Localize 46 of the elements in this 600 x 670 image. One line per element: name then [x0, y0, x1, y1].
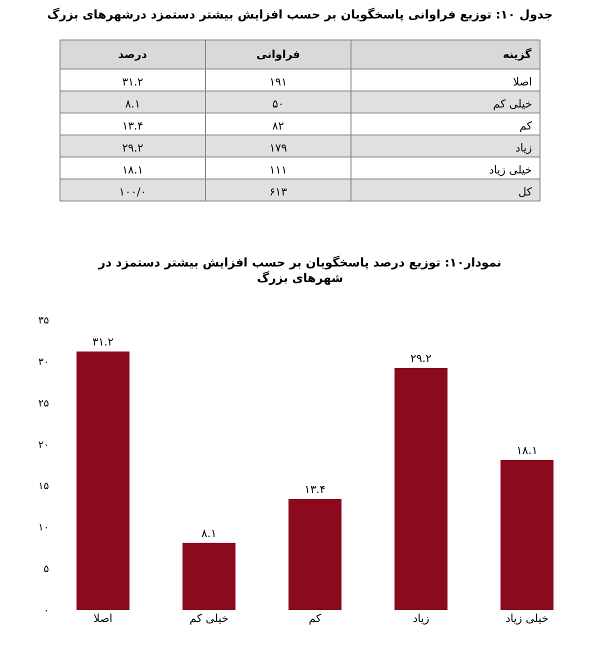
data-label: ۳۱.۲ [92, 335, 114, 348]
x-tick-label: کم [308, 612, 322, 625]
text: ۱۷۹ [269, 141, 288, 154]
bar [500, 460, 554, 610]
data-label: ۲۹.۲ [410, 352, 432, 366]
text: ۳۱.۲ [122, 75, 144, 88]
bar [76, 351, 130, 610]
text: زیاد [515, 141, 532, 154]
text: کل [518, 185, 533, 198]
text: گزینه [502, 48, 532, 61]
data-label: ۱۸.۱ [516, 444, 538, 458]
x-tick-label: زیاد [412, 612, 430, 625]
bar [394, 368, 448, 610]
y-tick-label: ۱۰ [38, 522, 49, 534]
text: خیلی کم [493, 97, 532, 110]
x-tick-label: اصلا [94, 612, 112, 625]
y-tick-label: ۲۰ [38, 440, 49, 451]
text: ۱۸.۱ [122, 163, 144, 176]
data-label: ۱۳.۴ [304, 482, 326, 496]
text: فراوانی [256, 48, 300, 61]
y-tick-label: ۳۰ [38, 356, 49, 368]
text: ۱۰۰/۰ [119, 185, 146, 198]
y-tick-label: ۲۵ [38, 398, 49, 410]
y-tick-label: ۳۵ [38, 316, 49, 326]
text: ۸.۱ [125, 97, 140, 110]
chart-title: نمودار۱۰: توزیع درصد پاسخگویان بر حسب افزایش بیشتر دستمزد در شهرهای بزرگ [98, 255, 502, 285]
text: ۵۰ [272, 97, 284, 110]
text: درصد [118, 48, 148, 61]
text: خیلی زیاد [488, 163, 532, 176]
bar [182, 542, 236, 610]
text: ۱۹۱ [269, 75, 288, 88]
text: کم [519, 119, 533, 132]
text: ۱۳.۴ [122, 119, 144, 132]
x-tick-label: خیلی زیاد [505, 612, 549, 625]
y-tick-label: ۱۵ [38, 481, 49, 492]
text: ۲۹.۲ [122, 141, 144, 154]
text: ۸۲ [272, 119, 284, 132]
y-tick-label: ۰ [44, 606, 49, 616]
data-label: ۸.۱ [201, 526, 217, 540]
x-tick-label: خیلی کم [190, 612, 228, 625]
text: اصلا [513, 75, 532, 88]
text: ۶۱۳ [269, 185, 288, 198]
text: جدول ۱۰: توزیع فراوانی پاسخگویان بر حسب افزایش بیشتر دستمزد درشهرهای بزرگ [47, 7, 553, 22]
text: ۱۱۱ [269, 163, 288, 176]
bar [288, 498, 342, 610]
y-tick-label: ۵ [44, 564, 49, 576]
